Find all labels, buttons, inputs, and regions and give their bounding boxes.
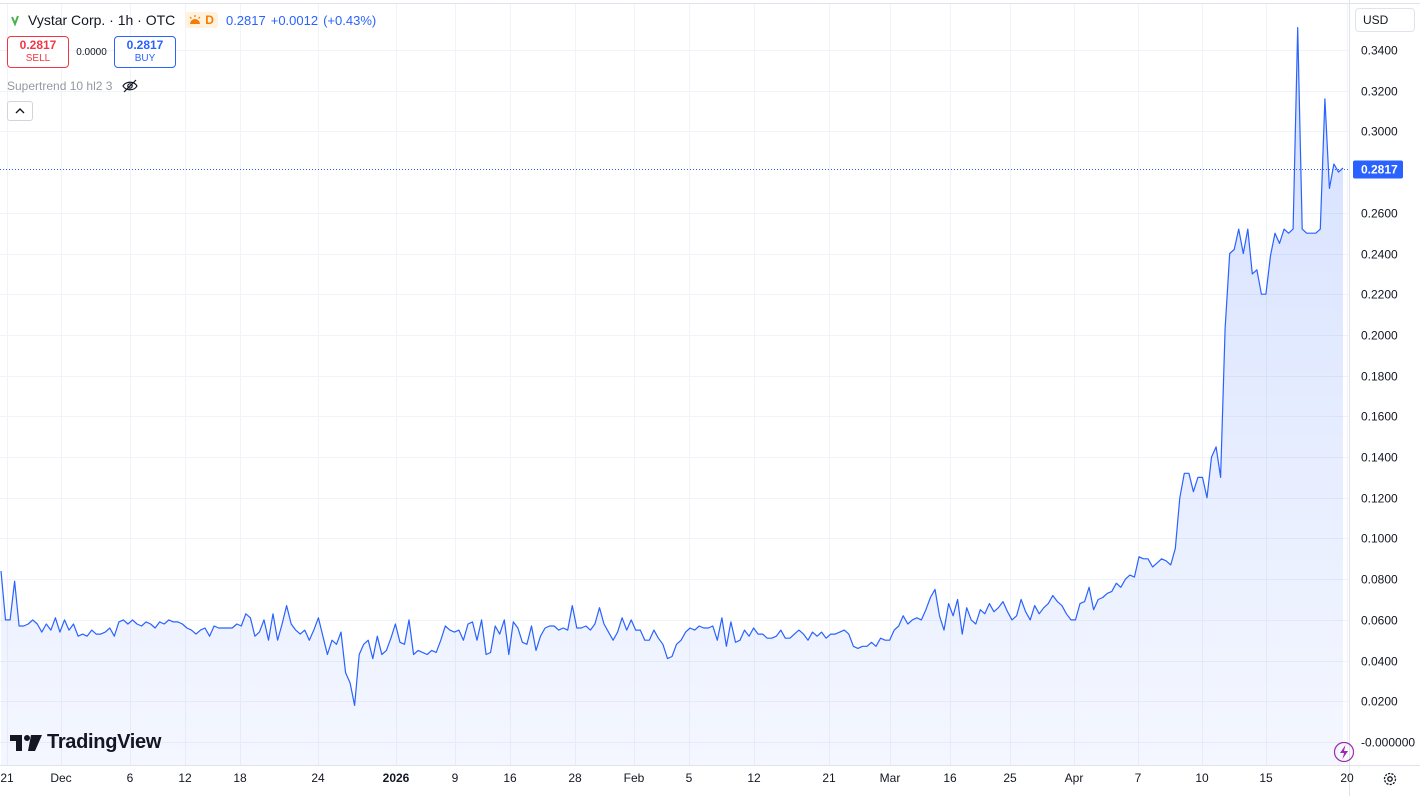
price-line [0,27,1344,706]
area-fill-layer [1,27,1343,766]
tradingview-wordmark: TradingView [47,731,162,753]
y-tick-label: 0.1200 [1361,492,1398,506]
y-tick-label: 0.2600 [1361,207,1398,221]
buy-button[interactable]: 0.2817 BUY [114,36,176,68]
eye-crossed-icon[interactable] [122,79,139,93]
x-tick-label: 5 [686,771,693,785]
chevron-up-icon [15,108,25,114]
buy-price: 0.2817 [126,38,164,52]
x-tick-label: 15 [1259,771,1273,785]
y-tick-label: 0.2200 [1361,288,1398,302]
indicator-label[interactable]: Supertrend 10 hl2 3 [7,79,113,93]
x-tick-label: 6 [127,771,134,785]
y-tick-label: 0.3000 [1361,125,1398,139]
x-tick-label: 2026 [383,771,410,785]
x-tick-label: 24 [311,771,325,785]
x-tick-label: 28 [568,771,582,785]
x-tick-label: Dec [50,771,71,785]
collapse-legend-button[interactable] [7,101,33,121]
sell-label: SELL [25,53,51,64]
x-tick-label: 21 [822,771,836,785]
x-tick-label: 12 [747,771,761,785]
y-tick-label: 0.0600 [1361,614,1398,628]
buy-label: BUY [134,53,156,64]
symbol-legend: Vystar Corp. · 1h · OTC D 0.2817 +0.0012… [8,11,376,29]
tradingview-logo[interactable]: TradingView [10,731,161,754]
y-tick-label: 0.1000 [1361,532,1398,546]
spread-value: 0.0000 [76,46,107,58]
indicator-legend[interactable]: Supertrend 10 hl2 3 [7,79,139,93]
y-tick-label: -0.000000 [1361,736,1415,750]
y-tick-label: 0.0200 [1361,695,1398,709]
last-price: 0.2817 [225,12,266,28]
x-tick-label: 10 [1195,771,1209,785]
x-tick-label: 12 [178,771,192,785]
x-tick-label: 20 [1340,771,1354,785]
x-tick-label: 16 [503,771,517,785]
symbol-logo-icon [8,13,22,27]
session-badge-label: D [205,13,214,27]
current-price-label-bg [1353,160,1403,179]
y-tick-label: 0.2400 [1361,248,1398,262]
symbol-title[interactable]: Vystar Corp. · 1h · OTC [28,12,176,28]
y-tick-label: 0.1800 [1361,370,1398,384]
time-axis[interactable]: 21 Dec 6 12 18 24 2026 9 16 28 Feb 5 12 21 Mar 16 25 Apr 7… [0,771,1354,785]
sell-button[interactable]: 0.2817 SELL [7,36,69,68]
x-tick-label: 21 [0,771,14,785]
x-tick-label: Feb [624,771,645,785]
y-tick-label: 0.1600 [1361,410,1398,424]
sell-price: 0.2817 [19,38,57,52]
price-axis[interactable]: 0.3400 0.3200 0.3000 0.2600 0.2400 0.2200 0.20… [1361,44,1415,750]
x-tick-label: Mar [880,771,901,785]
y-tick-label: 0.0800 [1361,573,1398,587]
x-tick-label: 7 [1135,771,1142,785]
trade-panel: 0.2817 SELL 0.0000 0.2817 BUY [7,36,176,68]
gear-icon [1383,772,1397,786]
market-status-badge[interactable]: D [185,12,218,28]
price-change-percent: (+0.43%) [323,12,377,28]
y-tick-label: 0.3200 [1361,85,1398,99]
current-price-label: 0.2817 [1361,163,1398,177]
y-tick-label: 0.1400 [1361,451,1398,465]
x-tick-label: 16 [943,771,957,785]
y-tick-label: 0.0400 [1361,655,1398,669]
y-tick-label: 0.3400 [1361,44,1398,58]
x-tick-label: 9 [452,771,459,785]
x-tick-label: 18 [233,771,247,785]
tradingview-logo-icon [10,734,42,751]
x-tick-label: Apr [1065,771,1084,785]
currency-selector[interactable]: USD [1355,8,1415,32]
chart-settings-button[interactable] [1379,768,1401,790]
price-area-fill [1,27,1343,766]
current-price-layer: 0.2817 [0,160,1403,179]
flash-icon[interactable] [1333,741,1355,763]
y-tick-label: 0.2000 [1361,329,1398,343]
sun-icon [189,15,201,24]
x-tick-label: 25 [1003,771,1017,785]
price-change: +0.0012 [270,12,319,28]
price-line-layer [0,27,1344,706]
